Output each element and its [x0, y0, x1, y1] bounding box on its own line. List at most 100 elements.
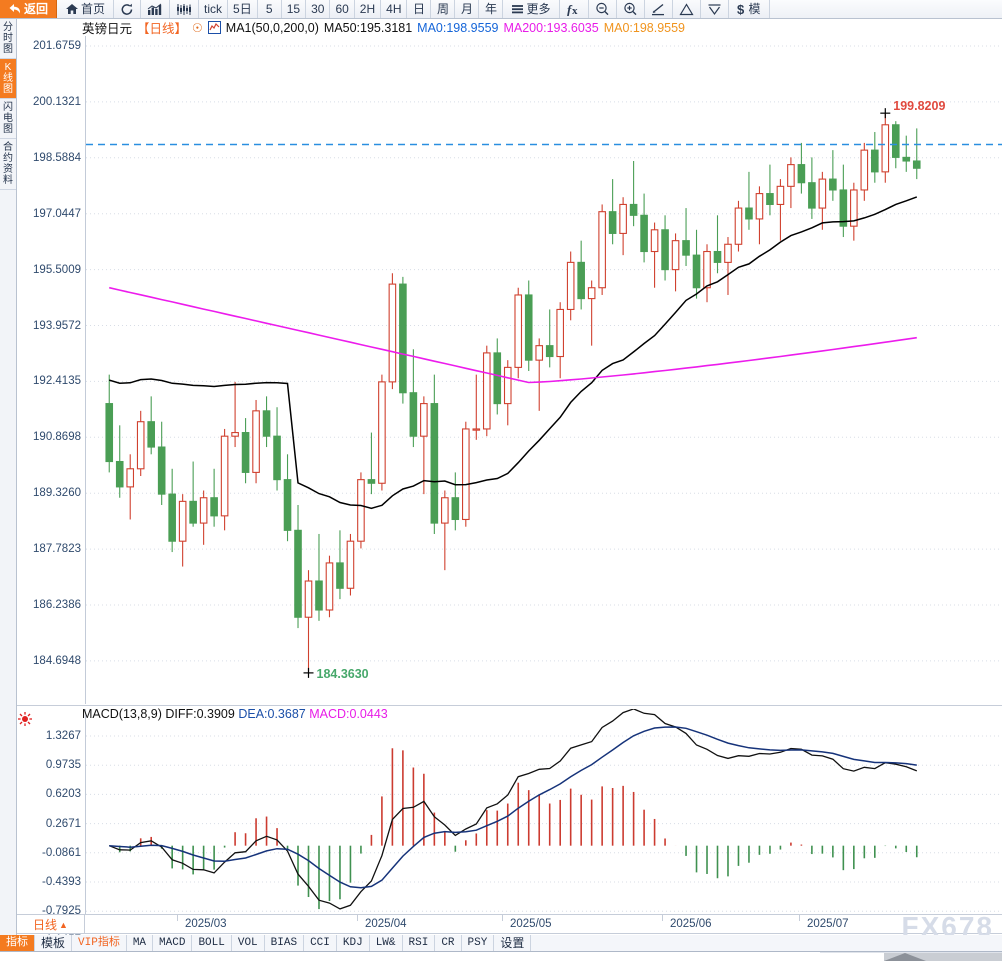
toolbar-btn-timeframe-周[interactable]: 周	[431, 0, 456, 18]
price-tick-label: 186.2386	[33, 599, 81, 611]
macd-y-axis: 1.3267 0.9735 0.6203 0.2671 -0.0861 -0.4393 -0…	[17, 709, 85, 946]
toolbar-btn-timeframe-5[interactable]: 5	[257, 0, 282, 18]
price-header: 英镑日元 【日线】 ☉ MA1(50,0,200,0) MA50:195.318…	[17, 19, 1002, 37]
toolbar-btn-bar-chart-icon[interactable]	[141, 0, 171, 18]
x-axis: 日线 ▲ FX678 2025/03 2025/04 2025/05 2025/06 2…	[17, 911, 1002, 942]
candlestick-icon	[176, 3, 192, 16]
toolbar-btn-valley-icon[interactable]	[700, 0, 729, 18]
toolbar-btn-timeframe-月[interactable]: 月	[455, 0, 480, 18]
macd-tick-label: 1.3267	[45, 730, 81, 742]
toolbar-btn-triangle-icon[interactable]	[672, 0, 701, 18]
toolbar-btn-timeframe-日[interactable]: 日	[407, 0, 432, 18]
toolbar-btn-label: 首页	[81, 2, 106, 16]
toolbar-btn-label: tick	[204, 2, 223, 16]
macd-tick-label: -0.4393	[41, 876, 81, 888]
indicator-btn-RSI[interactable]: RSI	[403, 935, 436, 951]
ma-params-label: MA1(50,0,200,0)	[225, 20, 319, 35]
toolbar-btn-hamburger-icon[interactable]: 更多	[503, 0, 560, 18]
macd-plot[interactable]	[86, 709, 1002, 933]
candlestick-svg	[86, 45, 1002, 678]
toolbar-btn-timeframe-60[interactable]: 60	[330, 0, 355, 18]
toolbar-btn-label: 5日	[233, 2, 252, 16]
indicator-settings-icon[interactable]	[17, 711, 33, 727]
price-y-axis: 201.6759 200.1321 198.5884 197.0447 195.5009…	[17, 36, 85, 704]
macd-tick-label: 0.6203	[45, 788, 81, 801]
chart-area[interactable]: 英镑日元 【日线】 ☉ MA1(50,0,200,0) MA50:195.318…	[17, 19, 1002, 962]
sidebar-item-1[interactable]: K线图	[0, 59, 16, 99]
toolbar-btn-back-arrow-icon[interactable]: 返回	[0, 0, 58, 18]
x-tick-label: 2025/04	[365, 918, 407, 930]
toolbar-btn-label: 30	[311, 2, 325, 16]
symbol-name: 英镑日元	[82, 22, 133, 36]
macd-dea-value: DEA:0.3687	[238, 707, 306, 721]
toolbar-btn-timeframe-30[interactable]: 30	[306, 0, 331, 18]
indicator-btn-VOL[interactable]: VOL	[232, 935, 265, 951]
ma-chart-icon[interactable]	[207, 21, 221, 34]
price-tick-label: 195.5009	[33, 263, 81, 276]
scrollbar-track[interactable]	[884, 953, 1002, 961]
macd-panel[interactable]: MACD(13,8,9) DIFF:0.3909 DEA:0.3687 MACD…	[17, 707, 1002, 946]
refresh-icon	[120, 3, 134, 16]
indicator-btn-BOLL[interactable]: BOLL	[192, 935, 232, 951]
indicator-btn-MA[interactable]: MA	[127, 935, 154, 951]
indicator-btn-PSY[interactable]: PSY	[462, 935, 495, 951]
indicator-btn-VIP指标[interactable]: VIP指标	[72, 935, 127, 951]
dollar-icon: $	[737, 3, 747, 16]
ma200-value: MA200:193.6035	[503, 20, 599, 35]
indicator-btn-模板[interactable]: 模板	[35, 935, 73, 951]
toolbar-btn-zoom-out-icon[interactable]	[588, 0, 617, 18]
toolbar-btn-home-icon[interactable]: 首页	[57, 0, 115, 18]
x-tick-mark	[357, 915, 358, 921]
price-tick-label: 192.4135	[33, 375, 81, 388]
toolbar-btn-timeframe-15[interactable]: 15	[281, 0, 307, 18]
indicator-btn-指标[interactable]: 指标	[0, 935, 35, 951]
toolbar-btn-timeframe-5日[interactable]: 5日	[228, 0, 258, 18]
price-tick-label: 198.5884	[33, 151, 81, 164]
toolbar-btn-candlestick-icon[interactable]	[170, 0, 200, 18]
toolbar-btn-label: 返回	[24, 2, 49, 16]
low-price-annotation: 184.3630	[316, 666, 369, 681]
scrollbar-thumb[interactable]	[884, 953, 926, 961]
x-tick-label: 2025/07	[807, 918, 849, 930]
indicator-btn-设置[interactable]: 设置	[494, 935, 532, 951]
panel-divider	[17, 705, 1002, 706]
indicator-btn-KDJ[interactable]: KDJ	[337, 935, 370, 951]
sidebar-item-3[interactable]: 合约资料	[0, 139, 16, 190]
toolbar-btn-timeframe-年[interactable]: 年	[479, 0, 504, 18]
price-tick-label: 184.6948	[33, 654, 81, 667]
horizontal-scrollbar[interactable]	[0, 952, 1002, 962]
indicator-btn-MACD[interactable]: MACD	[153, 935, 193, 951]
indicator-btn-LW&[interactable]: LW&	[370, 935, 403, 951]
high-price-annotation: 199.8209	[893, 99, 946, 114]
triangle-icon	[678, 2, 694, 16]
indicator-btn-CR[interactable]: CR	[435, 935, 462, 951]
period-selector[interactable]: 日线 ▲	[17, 915, 85, 934]
crosshair-target-icon[interactable]: ☉	[192, 20, 203, 35]
toolbar-btn-pen-icon[interactable]	[644, 0, 673, 18]
indicator-toolbar-spacer	[531, 935, 1002, 951]
indicator-btn-BIAS[interactable]: BIAS	[265, 935, 305, 951]
toolbar-btn-label: 日	[412, 2, 425, 16]
price-plot[interactable]	[86, 36, 1002, 704]
price-panel[interactable]: 201.6759 200.1321 198.5884 197.0447 195.5009…	[17, 36, 1002, 704]
toolbar-btn-timeframe-2H[interactable]: 2H	[354, 0, 382, 18]
toolbar-btn-label: 月	[460, 2, 473, 16]
toolbar-btn-dollar-icon[interactable]: $ 模	[728, 0, 770, 18]
x-tick-label: 2025/06	[670, 918, 712, 930]
hamburger-icon	[511, 4, 524, 14]
top-toolbar: 返回 首页 tick 5日 5 15 30 60 2H 4H 日周月年 更多 f x $ 模	[0, 0, 1002, 19]
sidebar-item-0[interactable]: 分时图	[0, 19, 16, 59]
toolbar-btn-refresh-icon[interactable]	[114, 0, 142, 18]
x-tick-label: 2025/05	[510, 918, 552, 930]
toolbar-btn-timeframe-tick[interactable]: tick	[199, 0, 229, 18]
macd-axis-line	[85, 709, 86, 933]
indicator-btn-CCI[interactable]: CCI	[304, 935, 337, 951]
toolbar-btn-zoom-in-icon[interactable]	[616, 0, 645, 18]
ma0-value-b: MA0:198.9559	[603, 20, 686, 35]
toolbar-btn-timeframe-4H[interactable]: 4H	[381, 0, 408, 18]
sidebar-item-2[interactable]: 闪电图	[0, 99, 16, 139]
zoom-in-icon	[623, 2, 638, 16]
toolbar-btn-label: 5	[265, 2, 273, 16]
